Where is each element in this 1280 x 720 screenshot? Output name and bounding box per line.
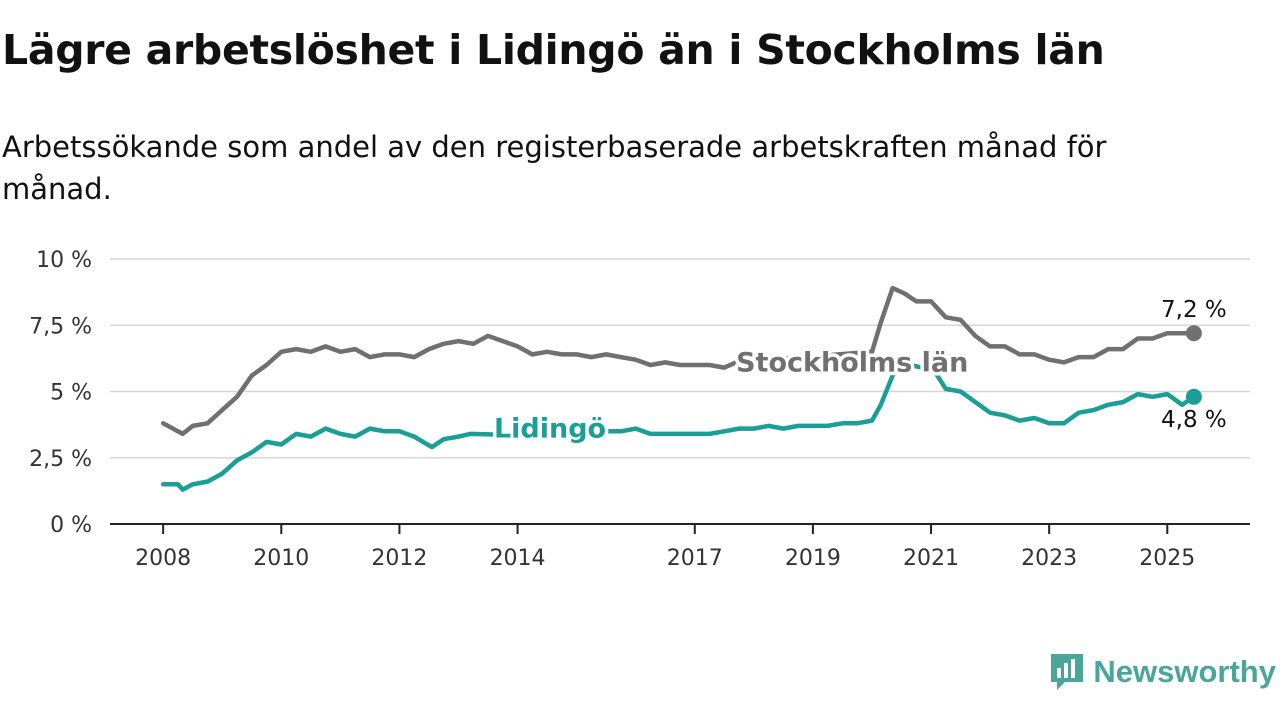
series-labels: Stockholms län Lidingö 7,2 % 4,8 % xyxy=(490,295,1229,448)
x-axis: 2008 2010 2012 2014 2017 2019 2021 2023 2025 xyxy=(110,523,1250,571)
x-tick-label: 2017 xyxy=(667,546,723,571)
gridlines xyxy=(110,258,1250,459)
end-label-liding-: 4,8 % xyxy=(1161,407,1227,433)
end-point-stockholms-l-n xyxy=(1185,325,1202,342)
y-tick-label: 0 % xyxy=(50,513,92,538)
series-label-stockholms-l-n: Stockholms län xyxy=(736,347,968,378)
brand-logo: Newsworthy xyxy=(1049,652,1276,692)
chart-subtitle: Arbetssökande som andel av den registerb… xyxy=(2,130,1107,206)
y-axis: 0 % 2,5 % 5 % 7,5 % 10 % xyxy=(29,248,92,538)
x-tick-label: 2014 xyxy=(490,546,546,571)
series-line-liding- xyxy=(160,360,1197,492)
newsworthy-logo-icon xyxy=(1051,654,1084,690)
chart-title: Lägre arbetslöshet i Lidingö än i Stockh… xyxy=(2,26,1105,74)
x-tick-label: 2019 xyxy=(785,546,841,571)
x-tick-label: 2021 xyxy=(903,546,959,571)
end-label-stockholms-l-n: 7,2 % xyxy=(1161,297,1227,323)
y-tick-label: 2,5 % xyxy=(29,447,92,472)
end-point-liding- xyxy=(1185,388,1202,405)
brand-name: Newsworthy xyxy=(1093,654,1276,689)
series-label-liding-: Lidingö xyxy=(494,414,606,445)
x-tick-label: 2008 xyxy=(135,546,191,571)
x-tick-label: 2025 xyxy=(1139,546,1195,571)
x-tick-label: 2012 xyxy=(371,546,427,571)
y-tick-label: 5 % xyxy=(50,381,92,406)
x-tick-label: 2023 xyxy=(1021,546,1077,571)
series-line-stockholms-l-n xyxy=(160,285,1197,437)
series-layer xyxy=(160,285,1202,492)
y-tick-label: 10 % xyxy=(36,248,92,273)
x-tick-label: 2010 xyxy=(253,546,309,571)
y-tick-label: 7,5 % xyxy=(29,314,92,339)
